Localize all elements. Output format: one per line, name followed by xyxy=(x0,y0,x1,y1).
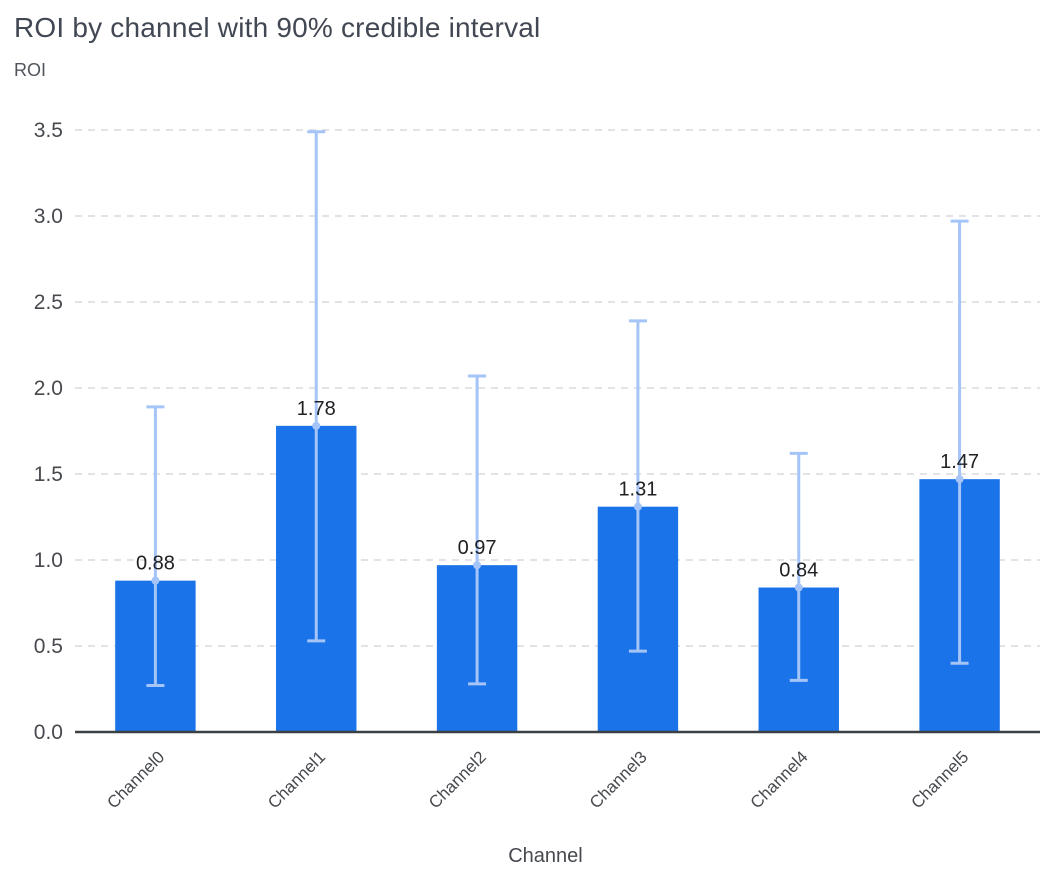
y-tick-label: 0.0 xyxy=(34,721,63,744)
y-tick-label: 1.5 xyxy=(34,463,63,486)
bar-value-label: 0.88 xyxy=(136,553,175,575)
x-tick-label: Channel2 xyxy=(425,747,490,812)
x-tick-label: Channel1 xyxy=(264,747,329,812)
error-bar-mean-marker xyxy=(473,561,482,570)
x-tick-label: Channel4 xyxy=(747,747,812,812)
bar-value-label: 1.47 xyxy=(940,451,979,473)
x-axis-title: Channel xyxy=(508,845,583,867)
error-bar-mean-marker xyxy=(312,421,321,430)
bar-value-label: 1.31 xyxy=(618,479,657,501)
y-tick-label: 2.5 xyxy=(34,291,63,314)
error-bar-mean-marker xyxy=(633,502,642,511)
error-bar-mean-marker xyxy=(794,583,803,592)
y-tick-label: 3.0 xyxy=(34,205,63,228)
y-tick-label: 0.5 xyxy=(34,635,63,658)
bar-value-label: 0.84 xyxy=(779,560,818,582)
error-bar-mean-marker xyxy=(955,475,964,484)
x-tick-label: Channel3 xyxy=(586,747,651,812)
x-tick-label: Channel5 xyxy=(908,747,973,812)
y-tick-label: 2.0 xyxy=(34,377,63,400)
y-tick-label: 1.0 xyxy=(34,549,63,572)
y-tick-label: 3.5 xyxy=(34,119,63,142)
chart-title: ROI by channel with 90% credible interva… xyxy=(14,12,541,43)
bar-value-label: 0.97 xyxy=(458,537,497,559)
bar-value-label: 1.78 xyxy=(297,398,336,420)
error-bar-mean-marker xyxy=(151,576,160,585)
y-axis-title: ROI xyxy=(14,60,47,80)
x-tick-label: Channel0 xyxy=(103,747,168,812)
